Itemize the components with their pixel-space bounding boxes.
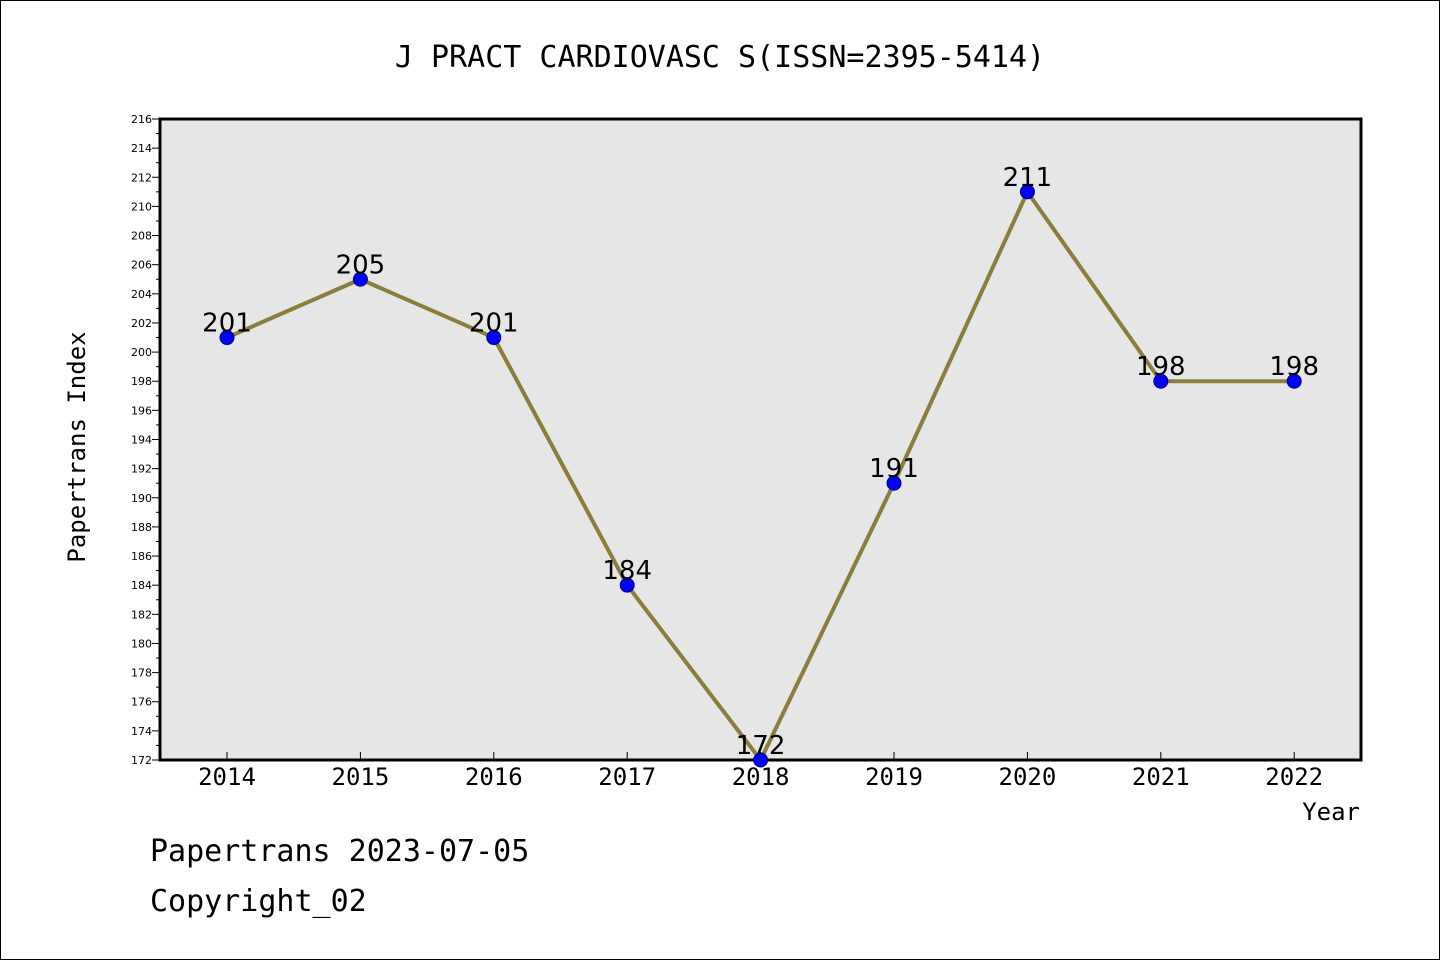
y-tick-label: 216 [131,113,152,126]
x-tick-label: 2021 [1132,763,1190,791]
data-point [352,271,368,287]
footer-date: Papertrans 2023-07-05 [150,834,530,869]
x-tick-label: 2017 [598,763,656,791]
data-point [619,577,635,593]
y-tick-label: 186 [131,550,152,563]
y-axis-label: Papertrans Index [63,331,91,562]
chart-title: J PRACT CARDIOVASC S(ISSN=2395-5414) [395,40,1045,75]
data-label: 184 [602,556,652,586]
data-label: 191 [869,454,919,484]
data-label: 198 [1269,352,1319,382]
data-label: 172 [736,731,786,761]
y-tick-label: 176 [131,696,152,709]
data-point [486,330,502,346]
data-point [1153,373,1169,389]
data-label: 201 [202,309,252,339]
x-tick-label: 2014 [198,763,256,791]
y-tick-label: 214 [131,142,152,155]
x-tick-label: 2020 [999,763,1057,791]
y-tick-label: 210 [131,200,152,213]
x-axis-label: Year [1302,798,1360,826]
data-point [753,752,769,768]
y-tick-label: 190 [131,492,152,505]
y-tick-label: 198 [131,375,152,388]
data-label: 198 [1136,352,1186,382]
y-tick-label: 192 [131,463,152,476]
data-label: 205 [336,250,386,280]
y-tick-label: 212 [131,171,152,184]
data-point [886,475,902,491]
y-axis-ticks: 172 174 176 178 180 182 184 186 188 190 192 194 196 1… [131,113,160,767]
y-tick-label: 196 [131,404,152,417]
y-tick-label: 204 [131,288,152,301]
x-tick-label: 2019 [865,763,923,791]
footer-copyright: Copyright_02 [150,884,367,919]
data-point [1019,184,1035,200]
x-tick-label: 2018 [732,763,790,791]
y-tick-label: 188 [131,521,152,534]
y-tick-label: 208 [131,230,152,243]
x-tick-label: 2016 [465,763,523,791]
data-label: 211 [1003,163,1053,193]
x-tick-label: 2022 [1265,763,1323,791]
y-tick-label: 202 [131,317,152,330]
y-tick-label: 178 [131,667,152,680]
y-tick-label: 172 [131,754,152,767]
x-axis-ticks: 2014 2015 2016 2017 2018 2019 2020 2021 2022 [198,752,1323,791]
plot-area [158,117,1363,762]
y-tick-label: 206 [131,259,152,272]
data-labels: 201 205 201 184 172 191 211 198 198 [202,163,1319,761]
y-tick-label: 200 [131,346,152,359]
y-tick-label: 184 [131,579,152,592]
series-markers [219,184,1302,768]
y-tick-label: 194 [131,434,152,447]
data-point [219,330,235,346]
data-label: 201 [469,309,519,339]
y-tick-label: 174 [131,725,152,738]
y-tick-label: 180 [131,637,152,650]
y-tick-label: 182 [131,608,152,621]
x-tick-label: 2015 [332,763,390,791]
data-point [1286,373,1302,389]
